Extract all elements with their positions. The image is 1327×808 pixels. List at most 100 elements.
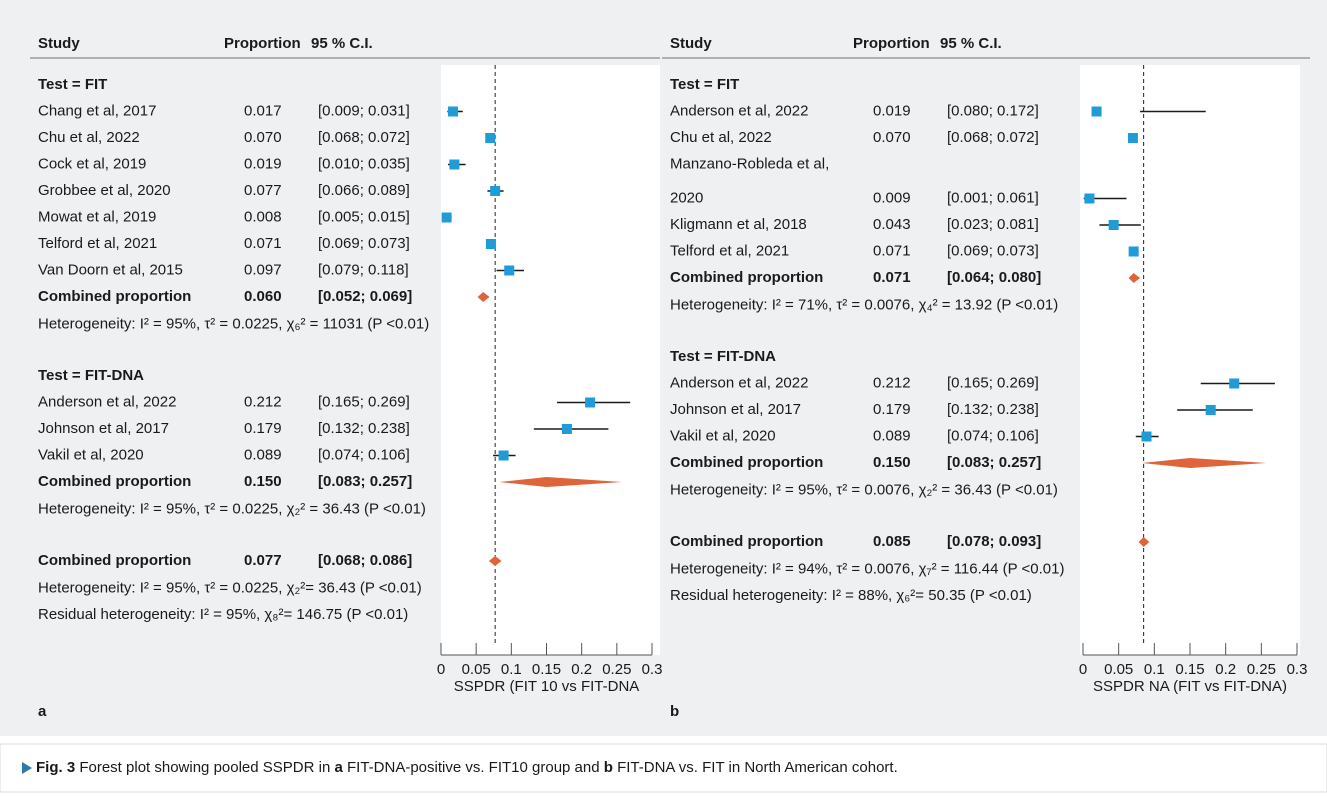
study-name: Vakil et al, 2020 bbox=[670, 427, 776, 444]
study-name: Manzano-Robleda et al, bbox=[670, 155, 829, 172]
x-tick-label: 0.25 bbox=[602, 661, 631, 678]
study-name: Kligmann et al, 2018 bbox=[670, 216, 807, 233]
value-label: 0.077 bbox=[244, 552, 282, 569]
ci-label: [0.074; 0.106] bbox=[318, 446, 410, 463]
study-name: Johnson et al, 2017 bbox=[670, 401, 801, 418]
x-tick-label: 0.25 bbox=[1247, 661, 1276, 678]
study-square bbox=[449, 159, 460, 170]
x-tick-label: 0 bbox=[1079, 661, 1087, 678]
value-label: 0.009 bbox=[873, 189, 911, 206]
heterogeneity-note: Residual heterogeneity: I² = 95%, χ₈²= 1… bbox=[38, 606, 408, 623]
heterogeneity-note: Heterogeneity: I² = 95%, τ² = 0.0076, χ₂… bbox=[670, 481, 1058, 498]
study-square bbox=[490, 186, 501, 196]
ci-label: [0.079; 0.118] bbox=[318, 261, 409, 278]
caption-segment: a bbox=[334, 759, 343, 776]
x-tick-label: 0.15 bbox=[1175, 661, 1204, 678]
x-tick-label: 0.2 bbox=[1215, 661, 1236, 678]
ci-label: [0.069; 0.073] bbox=[318, 235, 410, 252]
value-label: 0.097 bbox=[244, 261, 282, 278]
column-header: Proportion bbox=[224, 35, 301, 52]
group-title: Test = FIT-DNA bbox=[38, 367, 144, 384]
study-square bbox=[1205, 405, 1216, 415]
caption-segment: Forest plot showing pooled SSPDR in bbox=[75, 759, 334, 776]
combined-diamond bbox=[1128, 273, 1141, 283]
heterogeneity-note: Heterogeneity: I² = 94%, τ² = 0.0076, χ₇… bbox=[670, 560, 1064, 577]
study-name: Telford et al, 2021 bbox=[670, 242, 789, 259]
ci-label: [0.068; 0.072] bbox=[318, 129, 410, 146]
ci-label: [0.010; 0.035] bbox=[318, 155, 410, 172]
plot-area bbox=[441, 65, 660, 655]
x-tick-label: 0 bbox=[437, 661, 445, 678]
x-tick-label: 0.2 bbox=[571, 661, 592, 678]
combined-diamond bbox=[477, 292, 490, 302]
ci-label: [0.074; 0.106] bbox=[947, 427, 1039, 444]
column-header: Proportion bbox=[853, 35, 930, 52]
value-label: 0.008 bbox=[244, 208, 282, 225]
x-tick-label: 0.15 bbox=[532, 661, 561, 678]
study-name: 2020 bbox=[670, 189, 703, 206]
combined-name: Combined proportion bbox=[670, 533, 823, 550]
value-label: 0.179 bbox=[873, 401, 911, 418]
ci-label: [0.132; 0.238] bbox=[947, 401, 1039, 418]
ci-label: [0.069; 0.073] bbox=[947, 242, 1039, 259]
panel-label: a bbox=[38, 703, 47, 720]
ci-label: [0.080; 0.172] bbox=[947, 102, 1039, 119]
ci-label: [0.165; 0.269] bbox=[947, 374, 1039, 391]
caption-marker bbox=[22, 762, 32, 774]
study-square bbox=[498, 450, 509, 461]
ci-label: [0.068; 0.072] bbox=[947, 129, 1039, 146]
study-name: Mowat et al, 2019 bbox=[38, 208, 156, 225]
study-name: Anderson et al, 2022 bbox=[670, 102, 808, 119]
value-label: 0.077 bbox=[244, 182, 282, 199]
study-square bbox=[485, 239, 496, 249]
ci-label: [0.001; 0.061] bbox=[947, 189, 1039, 206]
study-name: Anderson et al, 2022 bbox=[670, 374, 808, 391]
value-label: 0.019 bbox=[873, 102, 911, 119]
combined-name: Combined proportion bbox=[670, 454, 823, 471]
plot-area bbox=[1080, 65, 1300, 655]
ci-label: [0.083; 0.257] bbox=[947, 454, 1041, 471]
ci-label: [0.078; 0.093] bbox=[947, 533, 1041, 550]
value-label: 0.150 bbox=[873, 454, 911, 471]
heterogeneity-note: Heterogeneity: I² = 95%, τ² = 0.0225, χ₆… bbox=[38, 315, 429, 332]
study-square bbox=[504, 265, 515, 276]
study-square bbox=[1229, 378, 1240, 389]
column-header: Study bbox=[670, 35, 712, 52]
value-label: 0.179 bbox=[244, 420, 282, 437]
study-name: Cock et al, 2019 bbox=[38, 155, 146, 172]
value-label: 0.150 bbox=[244, 473, 282, 490]
caption: Fig. 3 Forest plot showing pooled SSPDR … bbox=[36, 759, 898, 776]
study-name: Grobbee et al, 2020 bbox=[38, 182, 171, 199]
x-tick-label: 0.05 bbox=[1104, 661, 1133, 678]
study-name: Anderson et al, 2022 bbox=[38, 393, 176, 410]
ci-label: [0.052; 0.069] bbox=[318, 288, 412, 305]
ci-label: [0.023; 0.081] bbox=[947, 216, 1039, 233]
study-square bbox=[1091, 106, 1102, 117]
study-name: Telford et al, 2021 bbox=[38, 235, 157, 252]
ci-label: [0.009; 0.031] bbox=[318, 102, 410, 119]
study-name: Johnson et al, 2017 bbox=[38, 420, 169, 437]
heterogeneity-note: Residual heterogeneity: I² = 88%, χ₆²= 5… bbox=[670, 587, 1032, 604]
study-square bbox=[1084, 193, 1095, 204]
caption-segment: FIT-DNA vs. FIT in North American cohort… bbox=[613, 759, 898, 776]
column-header: 95 % C.I. bbox=[311, 35, 373, 52]
study-name: Chu et al, 2022 bbox=[670, 129, 772, 146]
x-tick-label: 0.1 bbox=[1144, 661, 1165, 678]
value-label: 0.089 bbox=[873, 427, 911, 444]
heterogeneity-note: Heterogeneity: I² = 71%, τ² = 0.0076, χ₄… bbox=[670, 296, 1058, 313]
value-label: 0.071 bbox=[873, 242, 911, 259]
study-square bbox=[485, 133, 496, 143]
x-tick-label: 0.3 bbox=[642, 661, 663, 678]
value-label: 0.019 bbox=[244, 155, 282, 172]
value-label: 0.060 bbox=[244, 288, 282, 305]
combined-name: Combined proportion bbox=[38, 473, 191, 490]
ci-label: [0.064; 0.080] bbox=[947, 269, 1041, 286]
study-square bbox=[441, 212, 452, 223]
combined-name: Combined proportion bbox=[670, 269, 823, 286]
value-label: 0.070 bbox=[244, 129, 282, 146]
value-label: 0.070 bbox=[873, 129, 911, 146]
study-square bbox=[1108, 220, 1119, 230]
caption-segment: Fig. 3 bbox=[36, 759, 75, 776]
group-title: Test = FIT bbox=[670, 76, 739, 93]
caption-segment: FIT-DNA-positive vs. FIT10 group and bbox=[343, 759, 604, 776]
